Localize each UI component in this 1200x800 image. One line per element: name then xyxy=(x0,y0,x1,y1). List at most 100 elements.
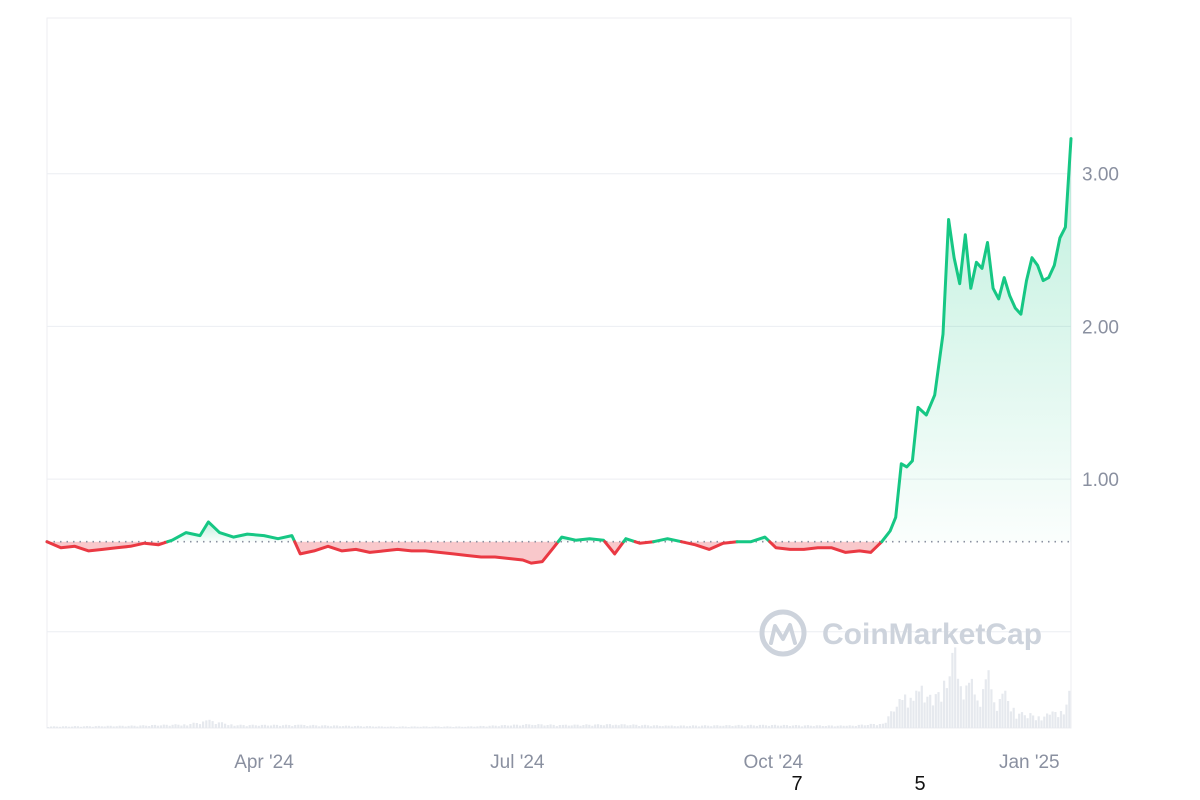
volume-bar xyxy=(937,692,940,728)
volume-bar xyxy=(965,685,968,728)
volume-bar xyxy=(881,723,884,728)
volume-bar xyxy=(503,725,506,728)
volume-bar xyxy=(764,725,768,728)
volume-bar xyxy=(833,726,836,728)
volume-bar xyxy=(698,726,701,728)
volume-bar xyxy=(479,725,482,728)
volume-bar xyxy=(585,724,588,728)
volume-bar xyxy=(892,711,896,728)
volume-bar xyxy=(597,724,600,728)
x-tick-label-2: Oct '24 xyxy=(743,752,803,773)
volume-bar xyxy=(976,700,979,728)
volume-bar xyxy=(652,725,655,728)
volume-bar xyxy=(878,724,881,728)
volume-bar xyxy=(168,725,171,728)
volume-bar xyxy=(165,724,168,728)
line-down-9 xyxy=(679,540,739,551)
line-down-1 xyxy=(45,540,170,553)
volume-bar xyxy=(773,724,777,728)
volume-bar xyxy=(623,724,626,728)
volume-bar xyxy=(716,725,719,728)
volume-bar xyxy=(522,724,525,728)
volume-bar xyxy=(174,724,177,728)
volume-bar xyxy=(458,726,461,728)
volume-bar xyxy=(1015,718,1018,728)
volume-bar xyxy=(995,710,999,728)
volume-bar xyxy=(579,725,582,728)
volume-bar xyxy=(509,725,512,728)
volume-bar xyxy=(770,725,774,728)
volume-bar xyxy=(285,724,288,728)
volume-bar xyxy=(257,725,260,728)
volume-bar xyxy=(230,724,233,728)
x-tick-label-0: Apr '24 xyxy=(234,752,294,773)
volume-bar xyxy=(611,725,614,728)
volume-bar xyxy=(151,725,154,728)
volume-bar xyxy=(824,726,827,728)
volume-bar xyxy=(294,725,297,728)
price-line xyxy=(45,137,1073,565)
volume-bar xyxy=(344,725,348,728)
volume-bar xyxy=(485,726,488,728)
volume-bar xyxy=(710,726,713,728)
volume-bar xyxy=(839,725,842,728)
volume-bar xyxy=(809,725,812,728)
volume-bar xyxy=(242,725,245,728)
volume-bar xyxy=(567,725,570,728)
volume-bar xyxy=(186,725,189,728)
volume-bar xyxy=(148,726,151,728)
volume-bar xyxy=(491,725,494,728)
volume-bar xyxy=(588,724,591,728)
volume-bar xyxy=(133,725,136,728)
volume-bar xyxy=(330,726,333,728)
volume-bar xyxy=(901,700,904,728)
watermark-text: CoinMarketCap xyxy=(822,618,1042,651)
volume-bar xyxy=(67,726,71,728)
volume-bar xyxy=(1054,712,1057,728)
volume-bar xyxy=(327,725,330,728)
volume-bar xyxy=(818,725,821,728)
volume-bar xyxy=(812,726,815,728)
volume-bar xyxy=(512,724,516,728)
volume-bar xyxy=(1065,704,1068,728)
volume-bar xyxy=(670,725,673,728)
volume-bar xyxy=(413,726,416,728)
volume-bar xyxy=(121,725,124,728)
volume-bar xyxy=(269,725,273,728)
volume-bar xyxy=(863,725,866,728)
volume-bar xyxy=(100,726,103,728)
volume-bar xyxy=(791,725,794,728)
volume-bar xyxy=(1037,716,1040,728)
volume-bar xyxy=(943,680,946,728)
line-down-5 xyxy=(603,540,626,556)
volume-bar xyxy=(761,724,765,728)
volume-bar xyxy=(428,726,431,728)
volume-bar xyxy=(377,726,380,728)
line-up-10 xyxy=(735,535,772,544)
volume-bar xyxy=(951,652,954,728)
volume-bar xyxy=(945,688,948,728)
line-up-6 xyxy=(622,537,637,544)
area-up-12 xyxy=(881,138,1071,542)
volume-bar xyxy=(973,694,976,728)
volume-bar xyxy=(497,726,500,728)
volume-bar xyxy=(1059,711,1063,728)
volume-bar xyxy=(288,725,291,728)
volume-bar xyxy=(127,725,130,728)
volume-bar xyxy=(88,726,91,728)
volume-bar xyxy=(926,696,929,728)
volume-bar xyxy=(130,725,133,728)
volume-bar xyxy=(845,725,848,728)
volume-bar xyxy=(731,726,734,728)
volume-bar xyxy=(782,724,785,728)
volume-bar xyxy=(525,724,528,728)
volume-bar xyxy=(851,725,854,728)
volume-bar xyxy=(594,724,597,728)
volume-bar xyxy=(1043,716,1046,728)
volume-bars xyxy=(47,647,1071,728)
volume-bar xyxy=(755,725,758,728)
volume-bar xyxy=(704,725,707,728)
volume-bar xyxy=(198,724,202,728)
volume-bar xyxy=(1023,715,1026,728)
